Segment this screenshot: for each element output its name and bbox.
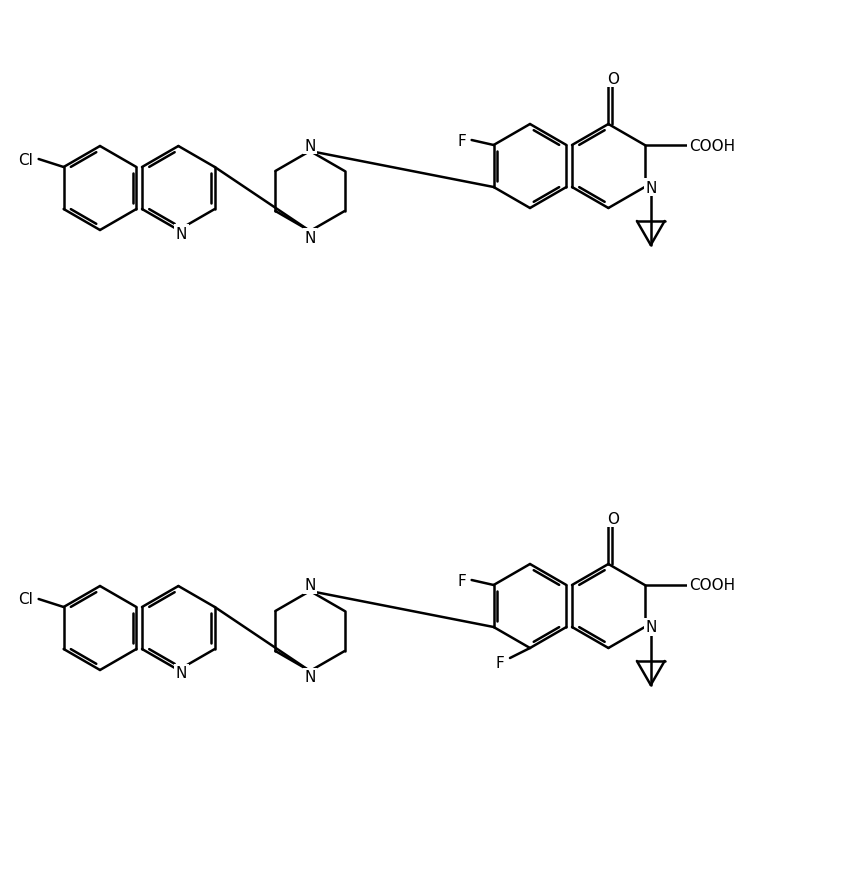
Text: N: N [645,180,656,195]
Text: N: N [304,138,315,153]
Text: F: F [457,134,466,148]
Text: COOH: COOH [689,138,735,153]
Text: N: N [304,230,315,245]
Text: N: N [645,620,656,634]
Text: Cl: Cl [18,152,33,167]
Text: O: O [607,511,619,526]
Text: F: F [495,656,505,671]
Text: N: N [304,670,315,685]
Text: O: O [607,72,619,87]
Text: F: F [457,573,466,587]
Text: COOH: COOH [689,578,735,593]
Text: Cl: Cl [18,592,33,607]
Text: N: N [176,226,187,241]
Text: N: N [304,578,315,593]
Text: N: N [176,665,187,680]
